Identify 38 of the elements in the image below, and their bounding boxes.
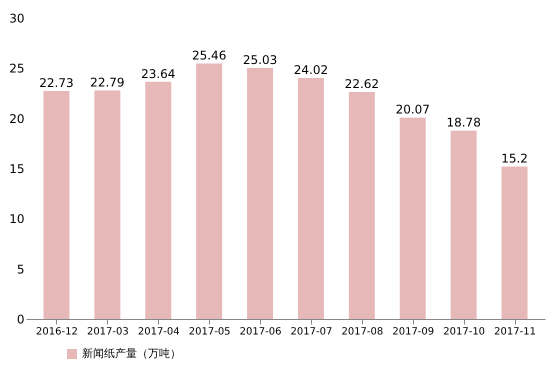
x-tick-label: 2017-10 — [443, 326, 486, 338]
x-tick-label: 2017-05 — [188, 326, 231, 338]
x-tick-label: 2017-11 — [494, 326, 536, 338]
data-label: 24.02 — [294, 63, 328, 77]
legend-label: 新闻纸产量（万吨） — [82, 347, 181, 360]
y-tick-label: 5 — [16, 262, 24, 276]
y-tick-label: 15 — [9, 162, 24, 176]
y-tick-label: 0 — [16, 312, 24, 326]
data-label: 25.46 — [192, 48, 226, 63]
x-tick-label: 2016-12 — [36, 326, 78, 338]
bar — [348, 92, 375, 319]
bar — [43, 90, 70, 319]
bar — [298, 78, 324, 319]
bar — [94, 90, 120, 319]
data-label: 22.73 — [39, 76, 74, 90]
data-label: 22.79 — [90, 75, 125, 90]
data-label: 22.62 — [344, 77, 380, 92]
data-label: 18.78 — [446, 116, 481, 130]
bar — [450, 130, 477, 319]
bar — [247, 68, 274, 319]
x-tick-label: 2017-04 — [138, 326, 180, 338]
y-tick-label: 10 — [9, 212, 24, 226]
data-label: 15.2 — [501, 151, 528, 166]
bar — [196, 64, 222, 319]
data-label: 20.07 — [396, 102, 430, 117]
data-label: 25.03 — [242, 52, 278, 67]
x-tick-label: 2017-07 — [290, 326, 332, 338]
y-tick-label: 30 — [9, 12, 24, 26]
bar — [502, 166, 528, 319]
x-tick-label: 2017-08 — [341, 326, 384, 338]
y-tick-label: 25 — [9, 62, 24, 76]
x-tick-label: 2017-06 — [240, 326, 282, 338]
bar — [145, 82, 172, 319]
x-tick-label: 2017-09 — [392, 326, 434, 338]
bar — [400, 118, 426, 319]
x-tick-label: 2017-03 — [86, 326, 129, 338]
data-label: 23.64 — [141, 66, 176, 81]
y-tick-label: 20 — [9, 112, 24, 126]
